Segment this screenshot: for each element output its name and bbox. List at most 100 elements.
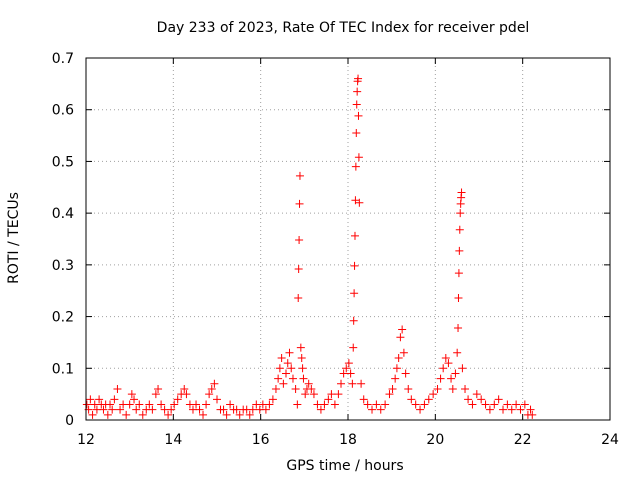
data-point — [138, 410, 147, 419]
data-point — [261, 405, 270, 414]
data-point — [103, 410, 112, 419]
data-point — [164, 410, 173, 419]
data-point — [353, 87, 362, 96]
data-point — [288, 374, 297, 383]
data-point — [499, 405, 508, 414]
x-tick-label: 22 — [514, 432, 532, 448]
data-point — [330, 400, 339, 409]
data-point — [195, 405, 204, 414]
data-point — [86, 395, 95, 404]
data-point — [494, 395, 503, 404]
data-point — [307, 384, 316, 393]
data-point — [354, 74, 363, 83]
data-point — [407, 395, 416, 404]
data-point — [359, 395, 368, 404]
y-tick-label: 0.5 — [52, 154, 74, 170]
data-point — [285, 348, 294, 357]
x-tick-label: 18 — [339, 432, 357, 448]
data-point — [396, 333, 405, 342]
data-point — [381, 400, 390, 409]
data-point — [348, 379, 357, 388]
data-point — [388, 384, 397, 393]
data-point — [337, 379, 346, 388]
data-point — [157, 400, 166, 409]
data-point — [352, 100, 361, 109]
data-point — [313, 400, 322, 409]
data-point — [268, 395, 277, 404]
data-point — [352, 128, 361, 137]
data-point — [354, 111, 363, 120]
data-point — [392, 364, 401, 373]
data-point — [351, 162, 360, 171]
data-point — [342, 364, 351, 373]
data-point — [116, 405, 125, 414]
data-point — [420, 400, 429, 409]
x-tick-label: 12 — [77, 432, 95, 448]
data-point — [451, 369, 460, 378]
y-tick-label: 0.7 — [52, 51, 74, 67]
data-point — [416, 405, 425, 414]
data-point — [507, 405, 516, 414]
data-point — [213, 395, 221, 404]
data-point — [108, 405, 117, 414]
data-point — [226, 400, 235, 409]
data-point — [363, 400, 372, 409]
data-point — [235, 410, 244, 419]
data-point — [294, 293, 303, 302]
data-point — [357, 379, 366, 388]
data-point — [202, 400, 211, 409]
data-point — [490, 400, 499, 409]
data-point — [301, 390, 310, 399]
data-point — [394, 353, 403, 362]
data-point — [295, 236, 304, 245]
data-point — [222, 410, 231, 419]
data-point — [436, 374, 445, 383]
x-tick-label: 16 — [252, 432, 270, 448]
x-axis-label: GPS time / hours — [286, 458, 403, 474]
data-point — [503, 400, 512, 409]
data-point — [398, 325, 407, 334]
data-point — [296, 343, 305, 352]
data-point — [477, 395, 486, 404]
data-point — [464, 395, 473, 404]
data-point — [295, 171, 304, 180]
y-tick-label: 0.2 — [52, 310, 74, 326]
data-point — [287, 364, 296, 373]
y-tick-label: 0.3 — [52, 258, 74, 274]
chart-title: Day 233 of 2023, Rate Of TEC Index for r… — [157, 20, 530, 36]
data-point — [456, 209, 465, 218]
data-point — [180, 384, 189, 393]
data-point — [433, 384, 442, 393]
data-point — [167, 405, 176, 414]
data-point — [458, 364, 467, 373]
data-point — [520, 400, 529, 409]
data-point — [512, 400, 521, 409]
data-point — [151, 390, 160, 399]
data-point — [411, 400, 420, 409]
data-point — [192, 400, 201, 409]
data-point — [281, 369, 290, 378]
data-point — [182, 390, 191, 399]
data-point — [271, 384, 280, 393]
data-point — [295, 199, 304, 208]
data-point — [528, 410, 537, 419]
data-point — [148, 405, 157, 414]
data-point — [324, 395, 333, 404]
data-point — [207, 384, 216, 393]
x-tick-label: 14 — [164, 432, 182, 448]
data-point — [130, 395, 139, 404]
data-point — [401, 369, 410, 378]
data-point — [291, 384, 300, 393]
data-point — [454, 323, 463, 332]
data-point — [461, 384, 470, 393]
data-point — [274, 374, 283, 383]
y-axis-label: ROTI / TECUs — [6, 192, 22, 284]
x-tick-label: 24 — [601, 432, 619, 448]
data-point — [468, 400, 477, 409]
data-point — [125, 400, 134, 409]
data-point — [354, 153, 363, 162]
data-point — [376, 405, 385, 414]
data-point — [170, 400, 179, 409]
data-point — [145, 400, 154, 409]
